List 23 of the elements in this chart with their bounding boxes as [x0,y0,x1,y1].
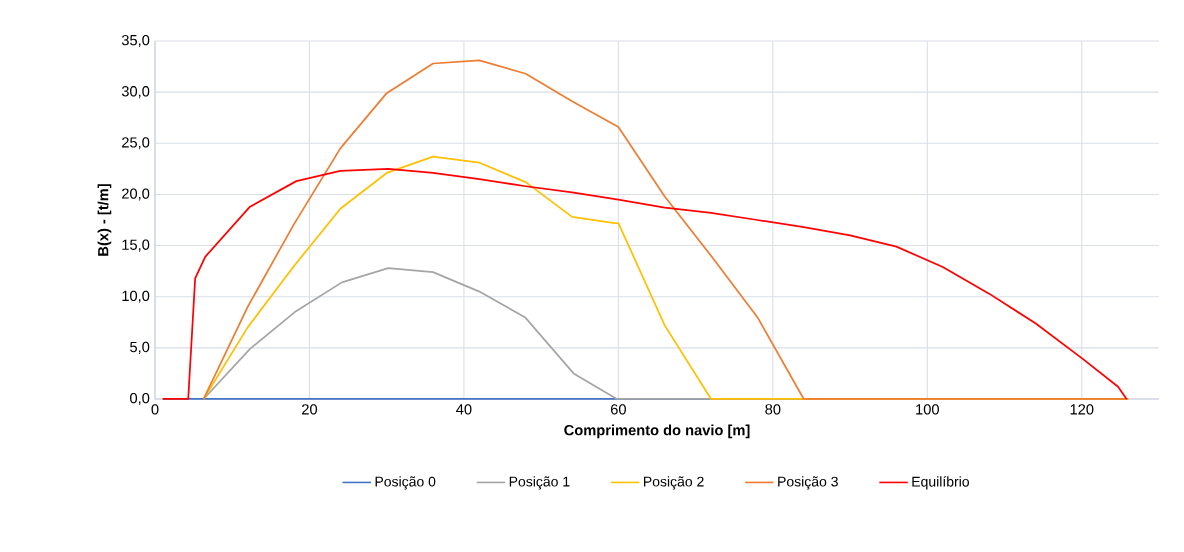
x-tick-label: 0 [151,404,159,415]
x-tick-label: 20 [302,404,318,415]
y-axis-title: B(x) - [t/m] [97,184,112,256]
y-tick-label: 15,0 [122,239,150,252]
x-tick-label: 100 [916,404,939,415]
x-tick-label: 60 [610,404,626,415]
y-tick-label: 0,0 [130,392,150,406]
legend-label: Posição 1 [509,476,570,490]
legend-label: Equilíbrio [912,476,970,490]
line-series [202,59,1129,400]
x-tick-label: 40 [456,404,472,415]
y-tick-label: 35,0 [121,34,150,48]
y-tick-label: 20,0 [122,188,150,201]
legend-label: Posição 3 [778,476,838,490]
legend-label: Posição 2 [644,476,704,490]
x-tick-label: 120 [1070,404,1094,415]
y-tick-label: 10,0 [122,290,150,303]
legend-label: Posição 0 [375,476,436,490]
y-tick-label: 25,0 [122,137,150,150]
y-tick-label: 30,0 [121,86,150,99]
y-tick-label: 5,0 [130,341,150,354]
x-axis-title: Comprimento do navio [m] [564,424,750,439]
x-tick-label: 80 [765,404,781,415]
